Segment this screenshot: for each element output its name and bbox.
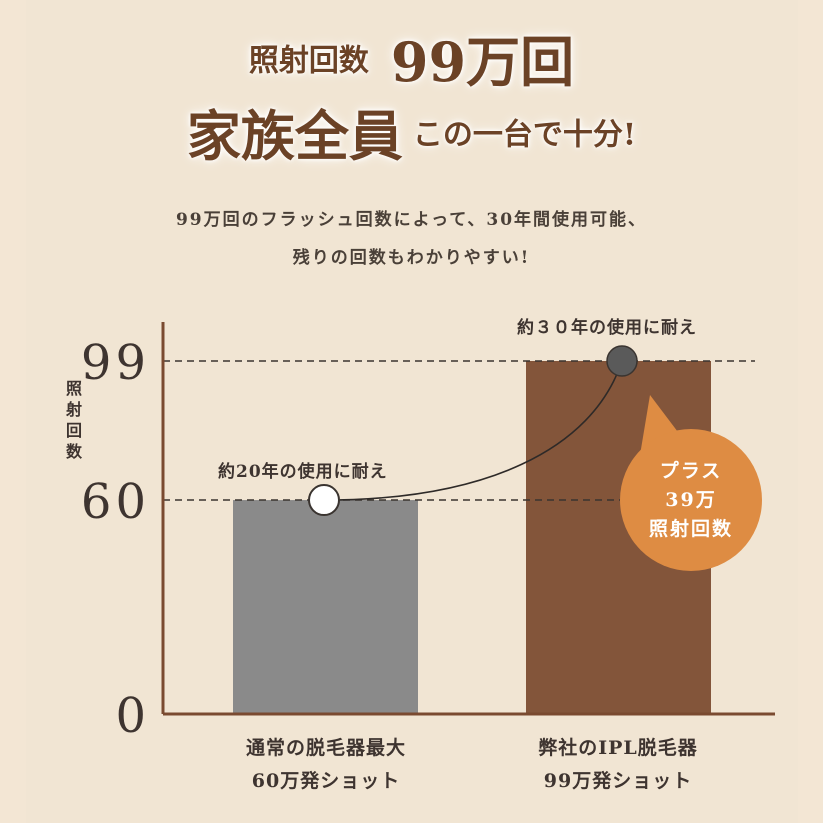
y-axis-label: 照射回数	[63, 378, 85, 462]
subtitle-line-2: 残りの回数もわかりやすい!	[292, 248, 531, 268]
category-label-ipl-line-1: 弊社のIPL脱毛器	[538, 737, 698, 759]
plus-39-badge: プラス 39万 照射回数	[620, 429, 762, 571]
category-label-standard: 通常の脱毛器最大 60万発ショット	[196, 733, 456, 793]
point-marker-60	[308, 484, 340, 517]
category-label-ipl: 弊社のIPL脱毛器 99万発ショット	[488, 733, 748, 793]
headline-prefix: 照射回数	[248, 43, 369, 79]
headline-line-2: 家族全員 この一台で十分!	[0, 92, 823, 168]
category-label-ipl-line-2: 99万発ショット	[543, 770, 693, 792]
badge-line-2: 39万	[665, 488, 717, 511]
y-tick-label-0: 0	[115, 688, 150, 744]
y-axis-label-char-3: 数	[65, 442, 82, 461]
y-tick-label-60: 60	[81, 474, 150, 530]
headline-line-1: 照射回数 99万回	[0, 18, 823, 94]
annotation-20-years: 約20年の使用に耐え	[218, 462, 388, 482]
badge-line-1: プラス	[659, 459, 723, 482]
y-tick-label-99: 99	[81, 335, 150, 391]
y-axis-label-char-2: 回	[65, 421, 82, 440]
point-marker-99	[606, 345, 638, 377]
headline-count: 99万回	[390, 30, 575, 94]
bar-0	[233, 500, 418, 714]
headline-family: 家族全員	[186, 104, 403, 168]
subtitle-line-1: 99万回のフラッシュ回数によって、30年間使用可能、	[175, 210, 648, 230]
growth-curve	[323, 360, 623, 501]
category-label-standard-line-1: 通常の脱毛器最大	[245, 737, 406, 759]
y-axis-label-char-0: 照	[65, 379, 82, 398]
category-label-standard-line-2: 60万発ショット	[251, 770, 401, 792]
y-axis-label-char-1: 射	[65, 400, 82, 419]
badge-line-3: 照射回数	[648, 517, 733, 540]
annotation-30-years: 約３０年の使用に耐え	[517, 318, 697, 338]
headline-tagline: この一台で十分!	[412, 117, 637, 153]
